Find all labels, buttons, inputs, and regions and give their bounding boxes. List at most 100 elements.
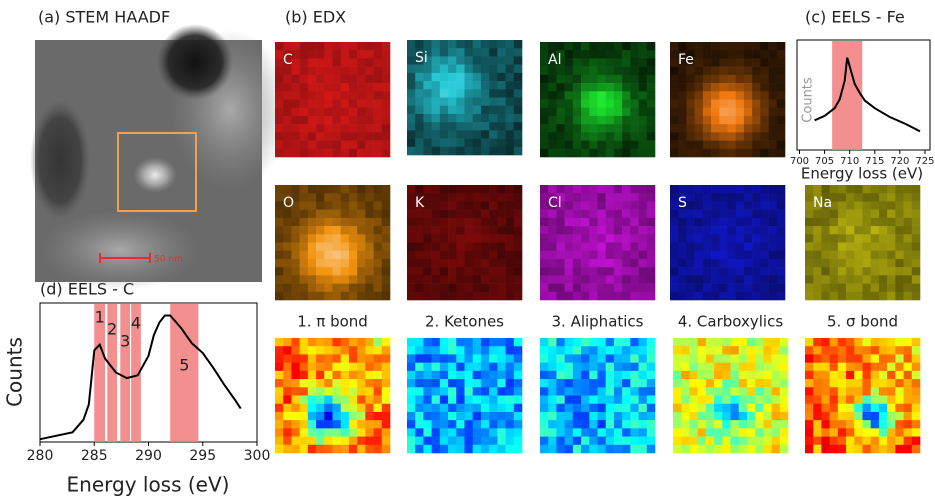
map-pixel xyxy=(415,226,424,235)
map-pixel xyxy=(854,234,863,243)
map-pixel xyxy=(863,428,872,437)
map-pixel xyxy=(291,116,300,125)
map-pixel xyxy=(382,445,391,454)
map-pixel xyxy=(407,284,416,293)
map-pixel xyxy=(573,428,582,437)
map-pixel xyxy=(382,226,391,235)
map-pixel xyxy=(895,338,904,347)
map-pixel xyxy=(673,371,682,380)
map-pixel xyxy=(581,363,590,372)
map-pixel xyxy=(324,210,333,219)
map-pixel xyxy=(349,226,358,235)
map-pixel xyxy=(465,267,474,276)
map-pixel xyxy=(747,412,756,421)
map-pixel xyxy=(763,338,772,347)
map-pixel xyxy=(838,243,847,252)
map-pixel xyxy=(291,124,300,133)
map-pixel xyxy=(506,338,515,347)
map-pixel xyxy=(565,132,574,141)
map-pixel xyxy=(904,234,913,243)
map-pixel xyxy=(630,75,639,84)
map-pixel xyxy=(821,275,830,284)
map-pixel xyxy=(465,73,474,82)
map-pixel xyxy=(382,50,391,59)
map-pixel xyxy=(556,292,565,301)
map-pixel xyxy=(573,149,582,158)
map-pixel xyxy=(714,387,723,396)
map-pixel xyxy=(614,193,623,202)
map-pixel xyxy=(415,98,424,107)
map-pixel xyxy=(275,100,284,109)
map-pixel xyxy=(673,379,682,388)
map-pixel xyxy=(275,259,284,268)
map-pixel xyxy=(728,108,737,117)
map-pixel xyxy=(456,445,465,454)
map-pixel xyxy=(813,354,822,363)
map-pixel xyxy=(415,185,424,194)
map-pixel xyxy=(879,275,888,284)
map-pixel xyxy=(879,251,888,260)
map-pixel xyxy=(382,275,391,284)
map-pixel xyxy=(432,73,441,82)
map-pixel xyxy=(722,338,731,347)
map-pixel xyxy=(341,226,350,235)
map-pixel xyxy=(728,132,737,141)
map-pixel xyxy=(300,108,309,117)
map-pixel xyxy=(316,58,325,67)
map-pixel xyxy=(698,412,707,421)
map-pixel xyxy=(760,132,769,141)
map-pixel xyxy=(497,226,506,235)
map-pixel xyxy=(506,40,515,49)
map-pixel xyxy=(805,267,814,276)
map-pixel xyxy=(349,83,358,92)
map-pixel xyxy=(777,284,786,293)
map-pixel xyxy=(573,354,582,363)
map-pixel xyxy=(407,445,416,454)
map-pixel xyxy=(423,89,432,98)
map-pixel xyxy=(432,371,441,380)
map-pixel xyxy=(879,346,888,355)
map-pixel xyxy=(382,292,391,301)
map-pixel xyxy=(752,149,761,158)
map-pixel xyxy=(489,218,498,227)
map-pixel xyxy=(357,363,366,372)
map-pixel xyxy=(497,363,506,372)
map-pixel xyxy=(365,141,374,150)
map-pixel xyxy=(854,210,863,219)
map-pixel xyxy=(333,108,342,117)
map-pixel xyxy=(473,73,482,82)
map-pixel xyxy=(365,354,374,363)
map-pixel xyxy=(598,412,607,421)
map-pixel xyxy=(473,210,482,219)
map-pixel xyxy=(283,267,292,276)
map-pixel xyxy=(772,396,781,405)
map-pixel xyxy=(887,193,896,202)
map-pixel xyxy=(540,42,549,51)
map-pixel xyxy=(357,428,366,437)
map-pixel xyxy=(415,139,424,148)
map-pixel xyxy=(736,243,745,252)
map-pixel xyxy=(895,346,904,355)
map-pixel xyxy=(630,67,639,76)
map-pixel xyxy=(630,116,639,125)
map-pixel xyxy=(415,275,424,284)
map-pixel xyxy=(333,267,342,276)
map-pixel xyxy=(813,267,822,276)
map-pixel xyxy=(736,284,745,293)
map-pixel xyxy=(465,81,474,90)
map-pixel xyxy=(614,275,623,284)
map-pixel xyxy=(838,387,847,396)
map-pixel xyxy=(573,210,582,219)
map-pixel xyxy=(432,139,441,148)
map-pixel xyxy=(744,259,753,268)
map-pixel xyxy=(324,226,333,235)
map-pixel xyxy=(506,420,515,429)
map-pixel xyxy=(448,193,457,202)
map-pixel xyxy=(846,243,855,252)
map-pixel xyxy=(854,284,863,293)
map-pixel xyxy=(473,89,482,98)
map-pixel xyxy=(349,354,358,363)
map-pixel xyxy=(703,75,712,84)
map-pixel xyxy=(769,132,778,141)
map-pixel xyxy=(556,387,565,396)
